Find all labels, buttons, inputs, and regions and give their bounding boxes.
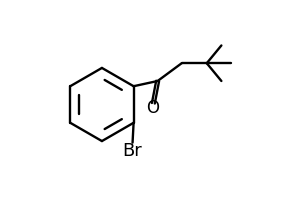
Text: O: O — [146, 99, 159, 117]
Text: Br: Br — [123, 141, 142, 160]
